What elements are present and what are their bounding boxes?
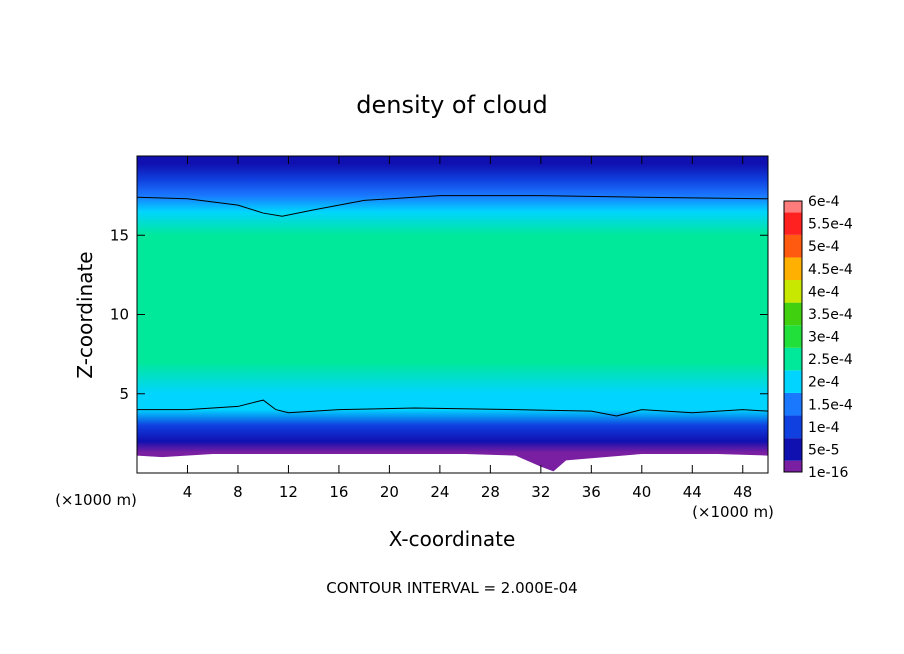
colorbar-label: 3e-4 (808, 330, 840, 346)
colorbar-swatch (784, 234, 802, 258)
colorbar-swatch (784, 280, 802, 303)
y-axis-label: Z-coordinate (73, 251, 97, 378)
contour-line-lower (137, 399, 769, 417)
colorbar-swatch (784, 460, 802, 472)
colorbar-swatch (784, 415, 802, 439)
density-field (137, 156, 768, 473)
contour-interval-note: CONTOUR INTERVAL = 2.000E-04 (326, 579, 577, 597)
y-tick-label: 15 (110, 226, 129, 244)
colorbar-swatch (784, 438, 802, 461)
x-tick-label: 44 (683, 483, 702, 501)
x-tick-label: 24 (430, 483, 449, 501)
x-axis-ticks: 4 8 12 16 20 24 28 32 36 40 44 48 (183, 156, 752, 501)
colorbar-label: 2e-4 (808, 375, 840, 391)
colorbar-frame (783, 200, 803, 473)
colorbar-swatch (784, 212, 802, 235)
colorbar-swatch (784, 347, 802, 371)
x-tick-label: 8 (233, 483, 243, 501)
contour-lines (136, 195, 769, 417)
x-unit-label-left: (×1000 m) (55, 491, 137, 509)
x-tick-label: 20 (380, 483, 399, 501)
contour-line-upper (136, 195, 769, 217)
y-axis-ticks: 5 10 15 (110, 226, 768, 403)
colorbar-label: 5e-4 (808, 239, 840, 255)
x-tick-label: 40 (632, 483, 651, 501)
plot-area (137, 156, 768, 473)
x-axis-label: X-coordinate (389, 527, 516, 551)
colorbar-label: 5.5e-4 (808, 217, 853, 233)
x-unit-label-right: (×1000 m) (692, 503, 774, 521)
x-tick-label: 4 (183, 483, 193, 501)
y-tick-label: 10 (110, 306, 129, 324)
colorbar-label: 1e-4 (808, 420, 840, 436)
x-tick-label: 12 (279, 483, 298, 501)
y-tick-label: 5 (119, 385, 129, 403)
colorbar-swatch (784, 370, 802, 393)
x-tick-label: 28 (481, 483, 500, 501)
colorbar-label: 2.5e-4 (808, 352, 853, 368)
colorbar-label: 1e-16 (808, 465, 848, 481)
colorbar-swatch (784, 201, 802, 213)
colorbar-swatch (784, 302, 802, 326)
colorbar-label: 4e-4 (808, 284, 840, 300)
colorbar-label: 3.5e-4 (808, 307, 853, 323)
colorbar-swatch (784, 392, 802, 416)
colorbar: 1e-16 5e-5 1e-4 1.5e-4 2e-4 2.5e-4 3e-4 3.5e-4 4… (783, 194, 853, 481)
x-tick-label: 32 (531, 483, 550, 501)
colorbar-swatch (784, 257, 802, 281)
chart-title: density of cloud (356, 91, 547, 119)
colorbar-label: 5e-5 (808, 442, 839, 458)
colorbar-label: 4.5e-4 (808, 262, 853, 278)
x-tick-label: 36 (582, 483, 601, 501)
colorbar-swatch (784, 325, 802, 348)
x-tick-label: 16 (329, 483, 348, 501)
x-tick-label: 48 (733, 483, 752, 501)
colorbar-label: 1.5e-4 (808, 397, 853, 413)
colorbar-label: 6e-4 (808, 194, 840, 210)
below-cloud-base-region (137, 453, 768, 473)
